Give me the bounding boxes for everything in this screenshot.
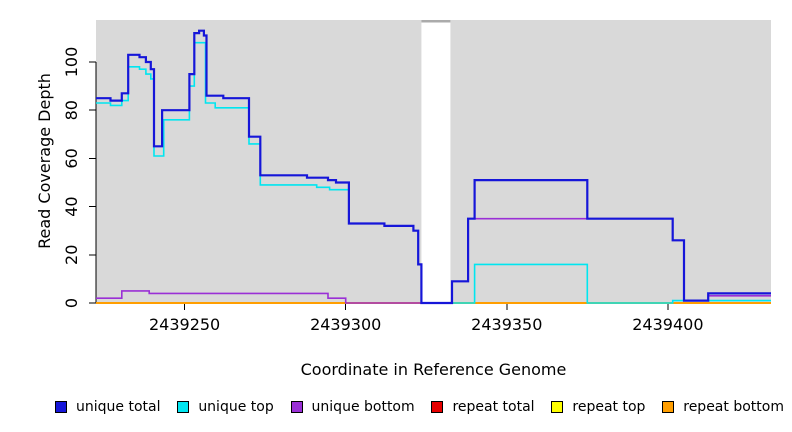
legend-label: repeat total [452, 399, 535, 415]
legend-label: unique top [198, 399, 274, 415]
legend-swatch-unique-bottom-icon [290, 401, 303, 413]
plot-background-right [450, 20, 771, 304]
chart-legend: unique total unique top unique bottom repea… [55, 398, 784, 416]
x-axis-title: Coordinate in Reference Genome [301, 360, 567, 379]
legend-label: unique bottom [311, 399, 415, 415]
legend-label: unique total [76, 399, 161, 415]
y-tick-label: 40 [62, 196, 81, 216]
y-tick-label: 20 [62, 245, 81, 265]
gap-top-bar [421, 20, 451, 23]
y-axis-title: Read Coverage Depth [35, 73, 54, 249]
legend-item-unique-top: unique top [177, 399, 274, 415]
series-line-unique-total [96, 29, 771, 305]
legend-swatch-repeat-total-icon [431, 401, 444, 413]
legend-swatch-unique-total-icon [55, 401, 67, 413]
x-tick-label: 2439300 [310, 315, 381, 334]
y-tick-label: 0 [62, 298, 81, 308]
legend-label: repeat bottom [683, 399, 784, 415]
legend-item-repeat-bottom: repeat bottom [662, 399, 784, 415]
x-tick-label: 2439400 [632, 315, 703, 334]
legend-swatch-unique-top-icon [177, 401, 190, 413]
legend-swatch-repeat-top-icon [551, 401, 564, 413]
legend-label: repeat top [572, 399, 646, 415]
chart-canvas: 0 20 40 60 80 100 2439250 2439300 2439350 2439400… [35, 20, 771, 379]
legend-item-unique-bottom: unique bottom [290, 399, 415, 415]
y-tick-label: 60 [62, 148, 81, 168]
y-tick-label: 100 [62, 47, 81, 78]
x-tick-label: 2439250 [149, 315, 220, 334]
legend-item-repeat-total: repeat total [431, 399, 535, 415]
legend-swatch-repeat-bottom-icon [662, 401, 675, 413]
legend-item-unique-total: unique total [55, 399, 160, 415]
x-tick-label: 2439350 [471, 315, 542, 334]
y-tick-label: 80 [62, 100, 81, 120]
legend-item-repeat-top: repeat top [551, 399, 645, 415]
